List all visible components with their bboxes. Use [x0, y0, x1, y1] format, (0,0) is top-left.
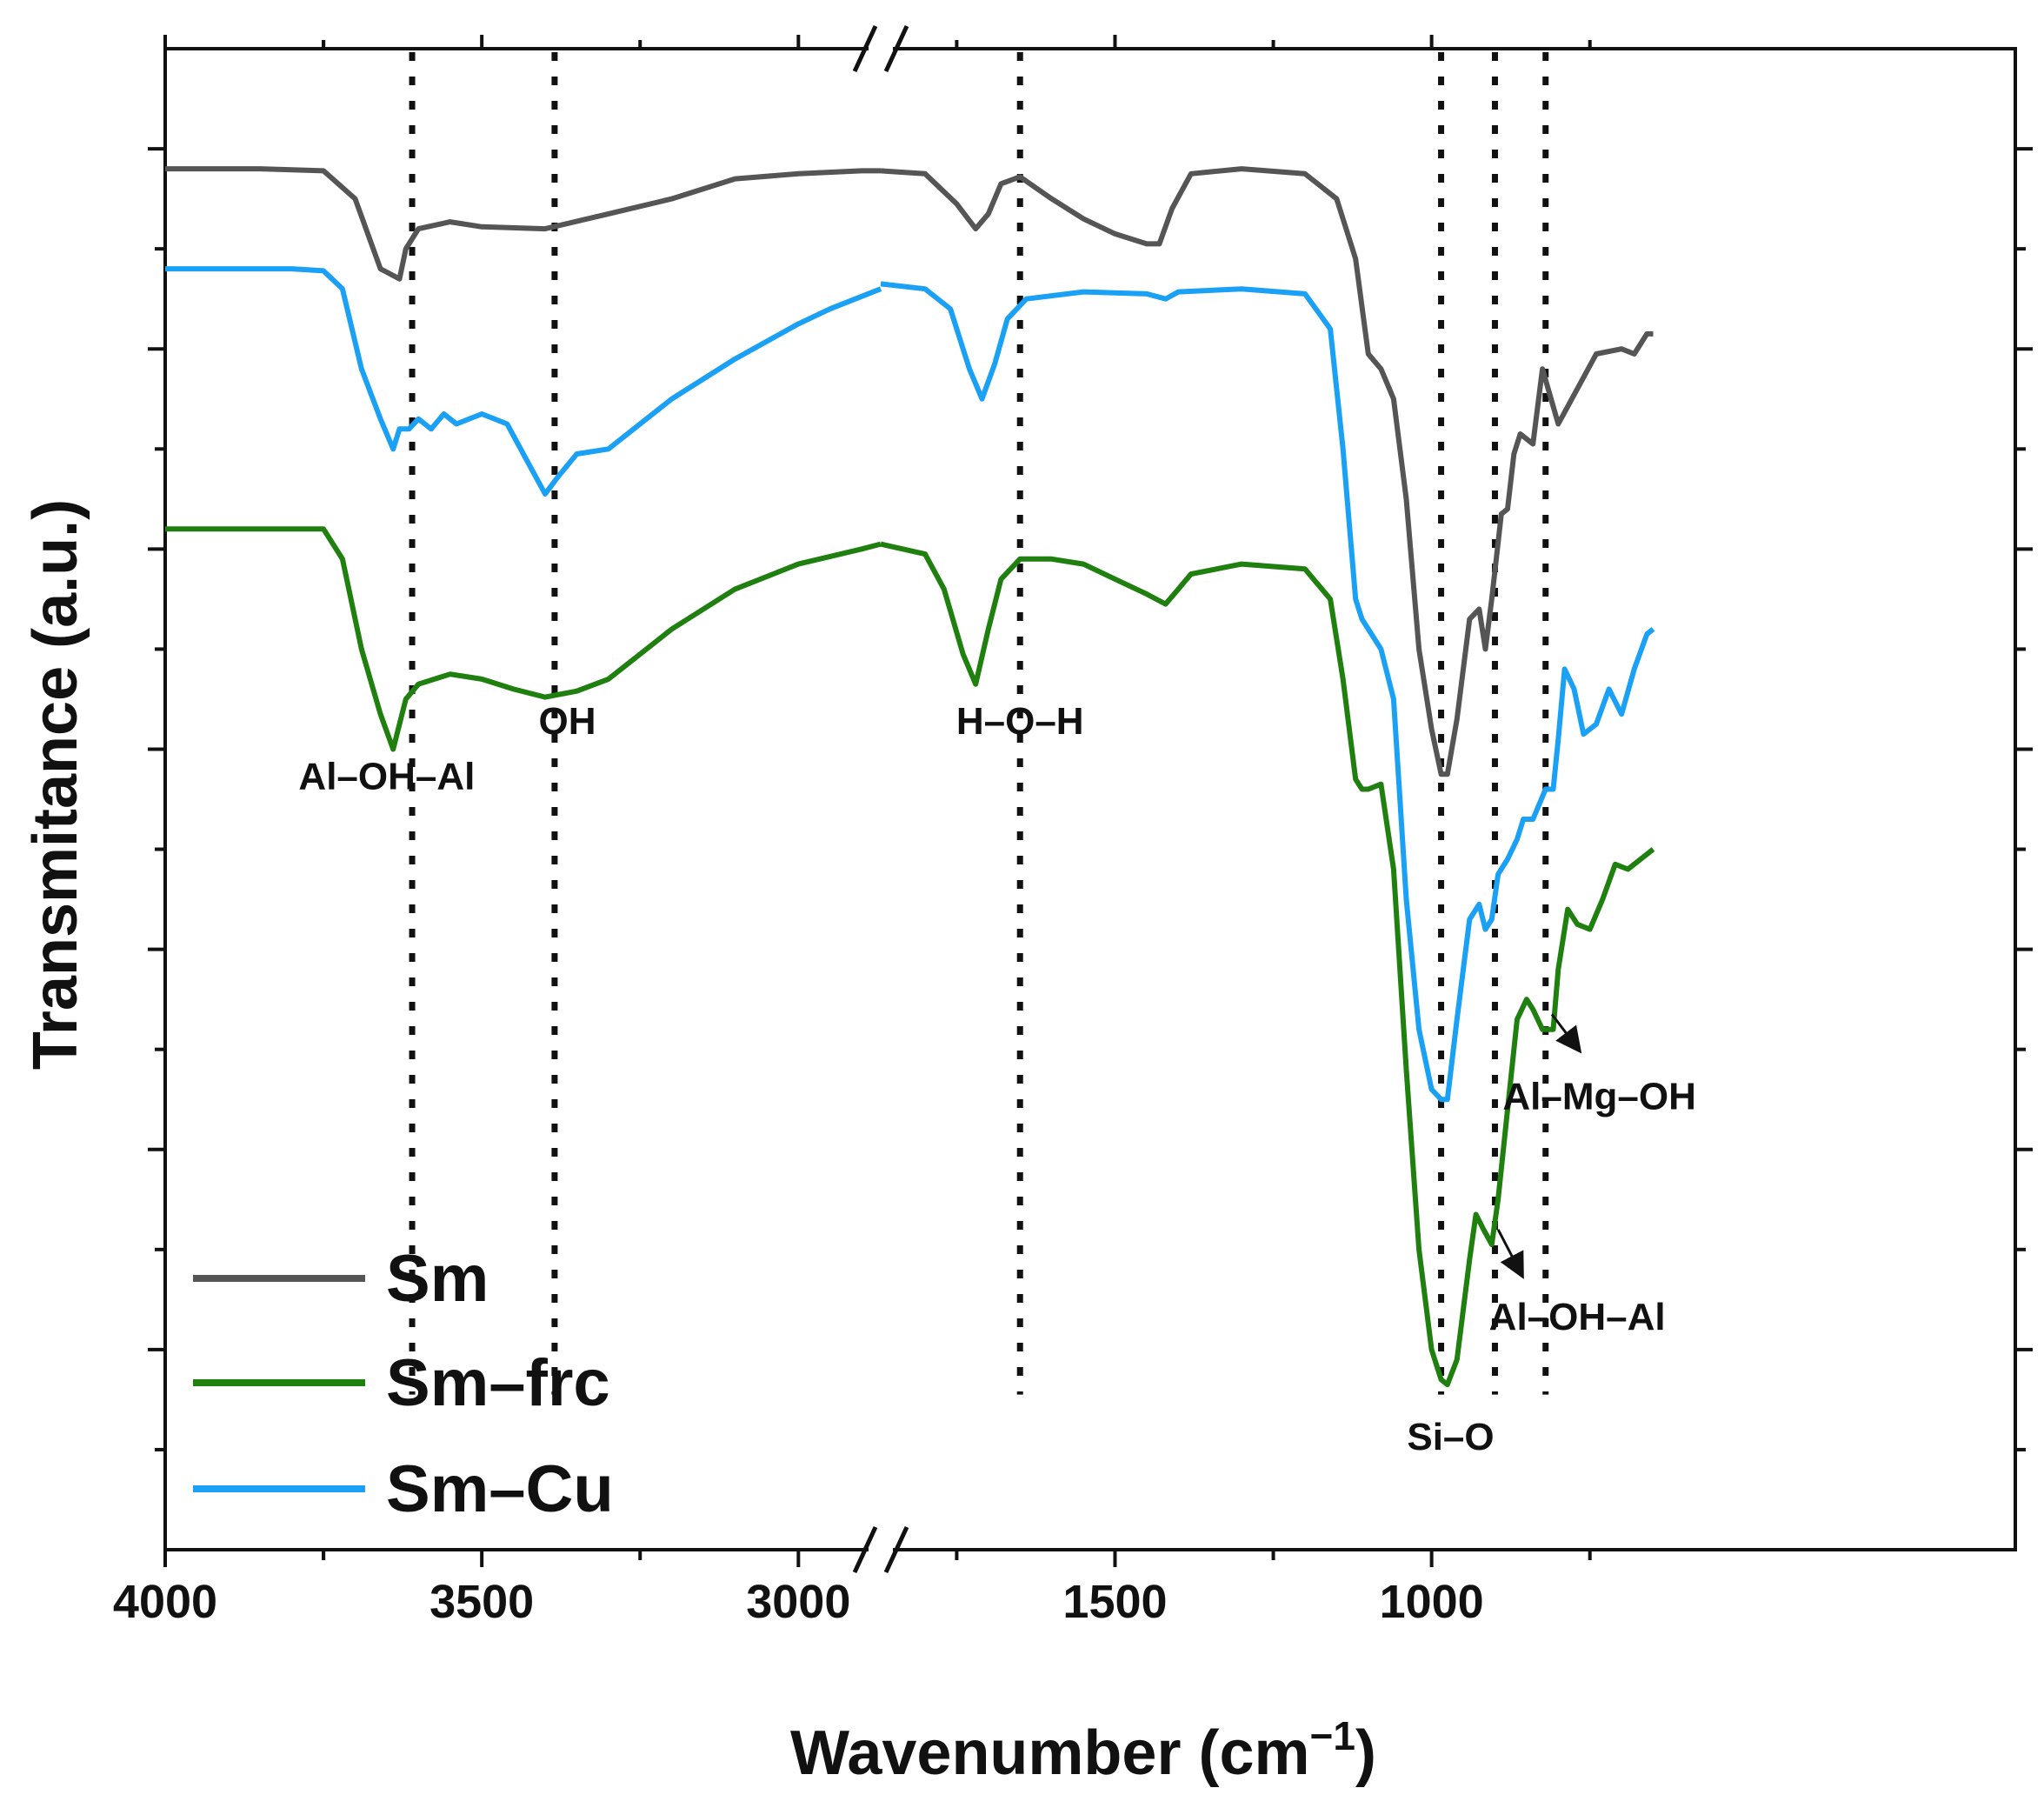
series-line-sm-cu-left: [165, 266, 882, 497]
plot-frame: [163, 47, 2017, 1551]
axis-break-region: [872, 56, 889, 1543]
plot-border: [163, 47, 2017, 1551]
legend-label: Sm: [386, 1242, 489, 1316]
annotation-arrows: [1496, 1013, 1582, 1279]
x-axis-title-main: Wavenumber (cm: [790, 1718, 1309, 1788]
x-axis-title-sup: −1: [1310, 1713, 1355, 1758]
x-tick-label: 1500: [1062, 1576, 1167, 1628]
series-group: [165, 166, 1655, 1388]
annotation-label: Al–OH–Al: [1489, 1296, 1666, 1338]
annotation-label: Al–OH–Al: [298, 755, 475, 797]
axis-break-slash: [883, 24, 909, 73]
axis-break-slash: [852, 1525, 878, 1574]
axis-break: [852, 24, 909, 1574]
series-line-sm-left: [165, 166, 881, 282]
annotation-label: Al–Mg–OH: [1502, 1076, 1695, 1118]
x-tick-label: 3500: [429, 1576, 534, 1628]
axis-break-gap: [869, 43, 893, 54]
legend: Sm Sm–frc Sm–Cu: [193, 1242, 614, 1526]
annotations: Al–OH–Al OH H–O–H Al–Mg–OH Al–OH–Al Si–O: [298, 700, 1695, 1458]
series-line-sm-cu-right: [880, 281, 1655, 1103]
series-line-sm-right: [880, 166, 1654, 777]
x-tick-label: 3000: [746, 1576, 850, 1628]
axis-break-slash: [852, 24, 878, 73]
annotation-label: OH: [538, 700, 596, 743]
x-axis-title-end: ): [1355, 1718, 1376, 1788]
axis-break-slash: [883, 1525, 909, 1574]
guide-lines: [409, 52, 1549, 1395]
series-line-sm-frc-right: [880, 541, 1655, 1388]
series-line-sm-frc-left: [165, 526, 882, 752]
axis-ticks: 4000 3500 3000 1500 1000: [113, 35, 2033, 1628]
annotation-label: Si–O: [1407, 1416, 1494, 1458]
legend-label: Sm–Cu: [386, 1452, 614, 1526]
annotation-arrow: [1496, 1229, 1524, 1279]
y-axis-title: Transmitance (a.u.): [21, 499, 90, 1070]
x-axis-title: Wavenumber (cm−1): [790, 1713, 1376, 1788]
x-tick-label: 4000: [113, 1576, 217, 1628]
annotation-label: H–O–H: [956, 700, 1084, 743]
annotation-arrow: [1550, 1013, 1582, 1054]
legend-label: Sm–frc: [386, 1346, 610, 1420]
x-tick-label: 1000: [1380, 1576, 1484, 1628]
axis-break-gap: [869, 1544, 893, 1555]
